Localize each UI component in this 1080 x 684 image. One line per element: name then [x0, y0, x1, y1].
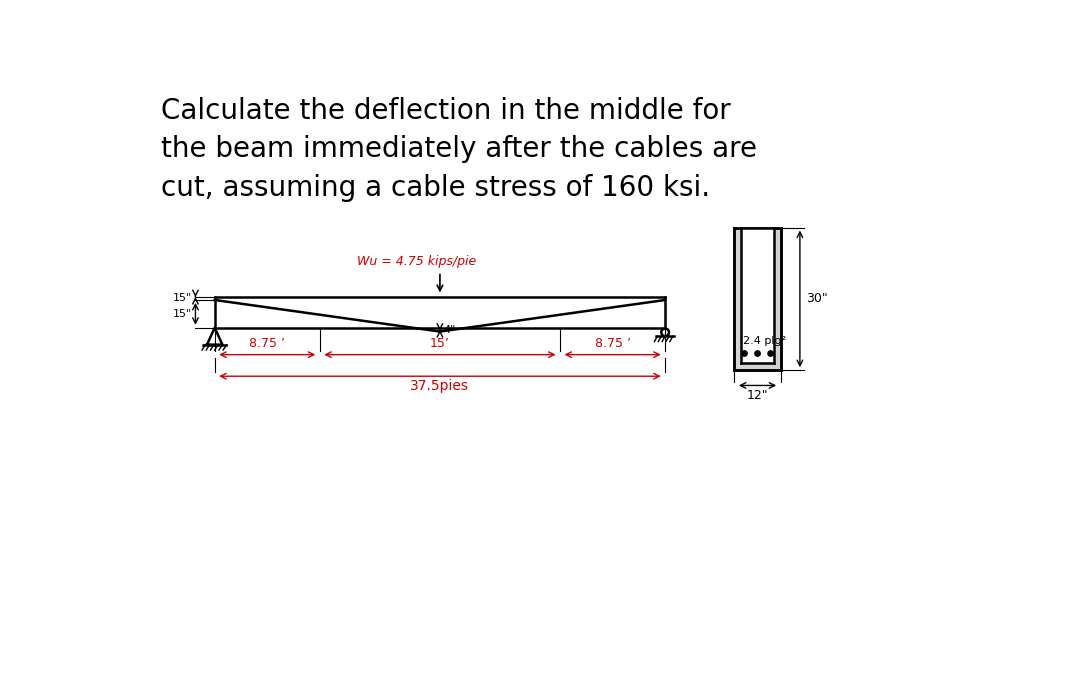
Text: 15": 15": [173, 293, 192, 304]
Text: 12": 12": [746, 389, 768, 402]
Text: Calculate the deflection in the middle for: Calculate the deflection in the middle f…: [161, 96, 730, 124]
Text: 2.4 plg²: 2.4 plg²: [743, 336, 786, 346]
Circle shape: [755, 351, 760, 356]
Text: the beam immediately after the cables are: the beam immediately after the cables ar…: [161, 135, 757, 163]
Bar: [741, 228, 773, 363]
Text: cut, assuming a cable stress of 160 ksi.: cut, assuming a cable stress of 160 ksi.: [161, 174, 710, 202]
Text: Wu = 4.75 kips/pie: Wu = 4.75 kips/pie: [357, 254, 476, 267]
Text: 8.75 ’: 8.75 ’: [595, 337, 631, 350]
Text: 37.5pies: 37.5pies: [410, 380, 470, 393]
Text: 4": 4": [444, 326, 456, 335]
Text: 30": 30": [806, 292, 827, 305]
Circle shape: [742, 351, 747, 356]
Circle shape: [768, 351, 773, 356]
Text: 8.75 ’: 8.75 ’: [249, 337, 285, 350]
Bar: [734, 228, 781, 370]
Text: 15": 15": [173, 309, 192, 319]
Text: 15’: 15’: [430, 337, 450, 350]
